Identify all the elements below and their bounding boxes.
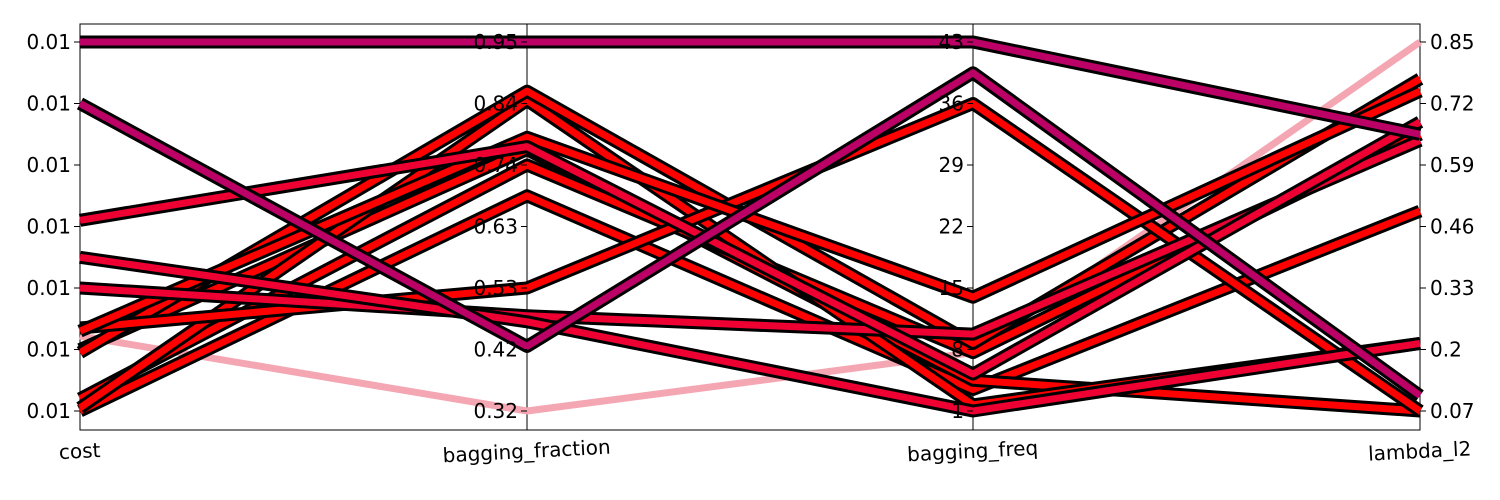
tick-label: 29 (939, 153, 964, 177)
tick-label: 0.07 (1430, 399, 1475, 423)
tick-label: 0.01 (26, 399, 71, 423)
tick-label: 0.85 (1430, 30, 1475, 54)
tick-label: 0.01 (26, 338, 71, 362)
tick-label: 0.53 (473, 276, 518, 300)
tick-label: 0.01 (26, 153, 71, 177)
tick-label: 0.01 (26, 92, 71, 116)
tick-label: 0.84 (473, 92, 518, 116)
tick-label: 0.01 (26, 276, 71, 300)
tick-label: 8 (951, 338, 964, 362)
tick-label: 43 (939, 30, 964, 54)
tick-label: 0.95 (473, 30, 518, 54)
series-outline-11 (80, 35, 1422, 141)
series-line-10 (79, 118, 1422, 378)
tick-label: 0.32 (473, 399, 518, 423)
tick-label: 0.2 (1430, 338, 1462, 362)
tick-label: 36 (939, 92, 964, 116)
series-line-11 (80, 38, 1421, 138)
tick-label: 22 (939, 215, 964, 239)
tick-label: 1 (951, 399, 964, 423)
tick-label: 0.42 (473, 338, 518, 362)
tick-label: 0.72 (1430, 92, 1475, 116)
axis-label-bagging_freq: bagging_freq (907, 436, 1039, 467)
tick-label: 0.46 (1430, 215, 1475, 239)
series-line-12 (78, 69, 1423, 399)
axis-label-lambda_l2: lambda_l2 (1367, 436, 1471, 465)
series-line-7 (78, 88, 1422, 335)
tick-label: 0.59 (1430, 153, 1475, 177)
axis-label-cost: cost (58, 438, 101, 464)
series-line-9 (79, 253, 1421, 415)
tick-label: 15 (939, 276, 964, 300)
tick-label: 0.01 (26, 215, 71, 239)
tick-label: 0.74 (473, 153, 518, 177)
tick-label: 0.33 (1430, 276, 1475, 300)
axis-label-bagging_fraction: bagging_fraction (442, 435, 611, 468)
tick-label: 0.01 (26, 30, 71, 54)
tick-label: 0.63 (473, 215, 518, 239)
